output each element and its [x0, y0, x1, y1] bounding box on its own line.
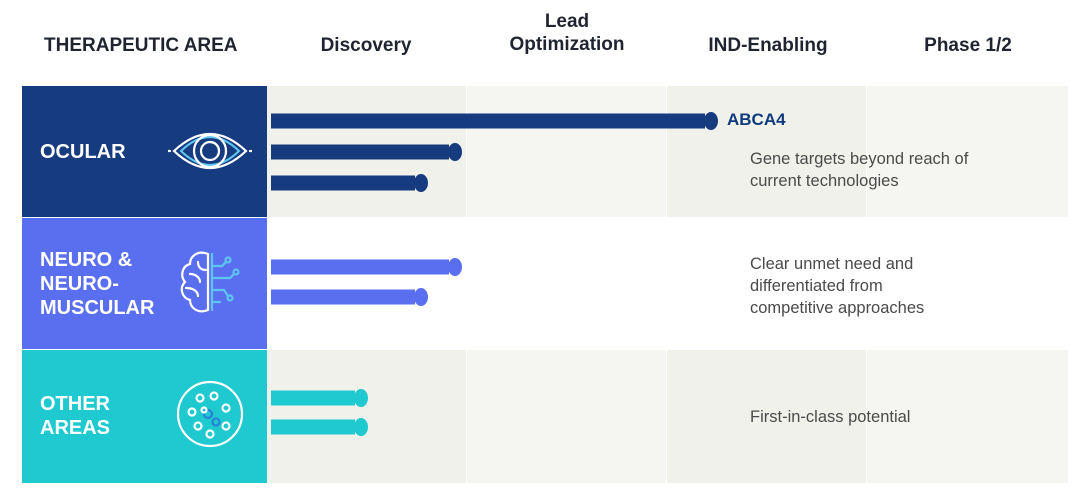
program-bar-cap	[354, 389, 368, 407]
program-bar-cap	[448, 258, 462, 276]
program-bar	[271, 143, 462, 161]
stage-header-phase-1-2: Phase 1/2	[924, 35, 1012, 56]
program-bar-cap	[354, 418, 368, 436]
brain-icon	[180, 251, 240, 313]
cell-icon	[176, 380, 244, 448]
program-bar-body	[271, 259, 449, 275]
stage-band	[867, 86, 1068, 217]
stage-band	[667, 86, 866, 217]
program-bar-cap	[414, 288, 428, 306]
area-name: OCULAR	[40, 141, 126, 163]
stage-band	[867, 218, 1068, 349]
program-bar-cap	[448, 143, 462, 161]
program-label: ABCA4	[727, 110, 786, 129]
stage-header-ind-enabling: IND-Enabling	[708, 35, 828, 56]
eye-icon	[168, 132, 252, 170]
area-label-panel: OCULAR	[22, 86, 267, 217]
stage-band	[667, 350, 866, 483]
program-bar-cap	[414, 174, 428, 192]
area-row-other-areas: OTHER AREAS First-in-class potential	[22, 350, 1068, 483]
program-bar-body	[271, 390, 355, 406]
stage-band	[867, 350, 1068, 483]
progress-track: ABCA4	[267, 86, 1068, 217]
program-bar-body	[271, 113, 705, 129]
program-bar	[271, 112, 718, 130]
program-bar	[271, 174, 428, 192]
area-description: Gene targets beyond reach of current tec…	[750, 150, 969, 190]
area-row-neuro-neuromuscular: NEURO & NEURO- MUSCULAR Clear unmet need…	[22, 218, 1068, 349]
program-bar-cap	[704, 112, 718, 130]
area-row-ocular: OCULAR ABCA4 Gene targets beyond reach o…	[22, 86, 1068, 217]
program-bar	[271, 389, 368, 407]
area-name: OTHER AREAS	[40, 393, 111, 439]
program-bar-body	[271, 144, 449, 160]
area-label-panel: OTHER AREAS	[22, 350, 267, 483]
progress-track	[267, 350, 1068, 483]
stage-band	[467, 86, 666, 217]
area-label-panel: NEURO & NEURO- MUSCULAR	[22, 218, 267, 349]
program-bar-body	[271, 175, 415, 191]
program-bar	[271, 258, 462, 276]
therapeutic-area-header: THERAPEUTIC AREA	[44, 35, 238, 56]
program-bar	[271, 418, 368, 436]
stage-band	[467, 350, 666, 483]
program-bar-body	[271, 289, 415, 305]
stage-band	[267, 218, 466, 349]
stage-header-lead-optimization: Lead Optimization	[509, 11, 625, 55]
area-description: First-in-class potential	[750, 408, 911, 426]
program-bar	[271, 288, 428, 306]
stage-header-discovery: Discovery	[320, 35, 412, 56]
stage-band	[467, 218, 666, 349]
progress-track	[267, 218, 1068, 349]
program-bar-body	[271, 419, 355, 435]
stage-band	[267, 350, 466, 483]
area-description: Clear unmet need and differentiated from…	[750, 255, 925, 317]
area-name: NEURO & NEURO- MUSCULAR	[40, 249, 155, 319]
stage-band	[667, 218, 866, 349]
